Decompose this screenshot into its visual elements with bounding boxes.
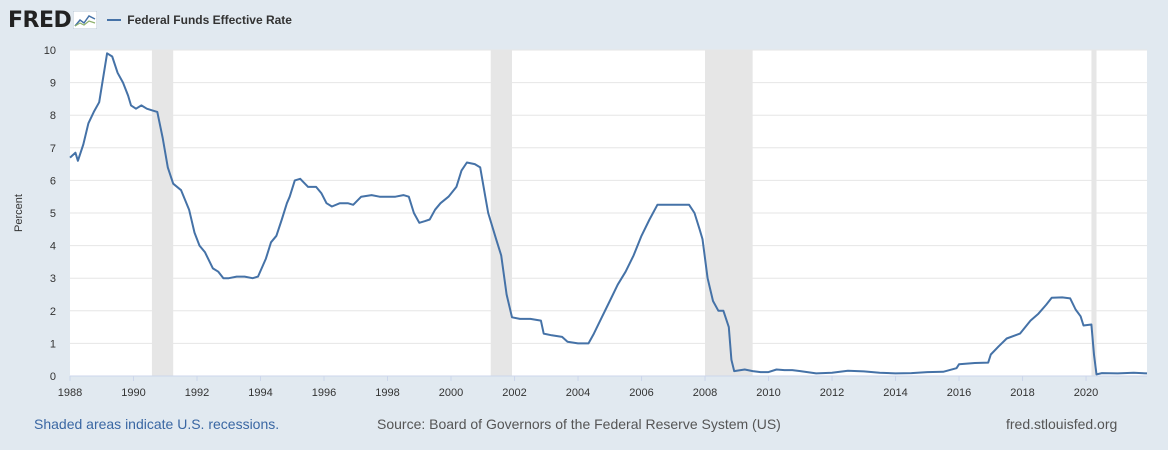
x-tick-label: 2018 [1010, 387, 1034, 399]
series-line-0[interactable] [69, 52, 1148, 376]
x-tick-label: 1990 [121, 387, 145, 399]
chart-header: FRED Federal Funds Effective Rate [8, 6, 292, 34]
gridlines [70, 49, 1147, 344]
source-text: Source: Board of Governors of the Federa… [377, 416, 781, 432]
x-tick-label: 2014 [883, 387, 907, 399]
x-tick-label: 2008 [693, 387, 717, 399]
y-axis-label: Percent [13, 194, 25, 232]
x-tick-label: 1998 [375, 387, 399, 399]
y-tick-label: 9 [50, 78, 56, 90]
y-tick-label: 8 [50, 110, 56, 122]
legend-series-name: Federal Funds Effective Rate [127, 13, 292, 27]
x-tick-label: 2006 [629, 387, 653, 399]
x-tick-label: 2016 [947, 387, 971, 399]
y-tick-label: 5 [50, 208, 56, 220]
x-axis-ticks: 1988 1990 1992 1994 1996 1998 2000 2002 2004 2006… [58, 376, 1098, 399]
trend-chart-icon [73, 11, 98, 29]
x-tick-label: 2020 [1074, 387, 1098, 399]
y-tick-label: 1 [50, 338, 56, 350]
y-tick-label: 0 [50, 371, 56, 383]
x-tick-label: 2012 [820, 387, 844, 399]
y-tick-label: 10 [44, 45, 56, 57]
x-tick-label: 1994 [248, 387, 272, 399]
x-tick-label: 1992 [185, 387, 209, 399]
x-tick-label: 2002 [502, 387, 526, 399]
y-axis-ticks: 0 1 2 3 4 5 6 7 8 9 10 [44, 45, 56, 383]
y-tick-label: 6 [50, 175, 56, 187]
chart[interactable]: 0 1 2 3 4 5 6 7 8 9 10 1988 1990 1992 1994 1996 1998 200… [0, 0, 1168, 410]
y-tick-label: 7 [50, 143, 56, 155]
series-layer [69, 52, 1148, 376]
y-tick-label: 2 [50, 306, 56, 318]
x-tick-label: 2010 [756, 387, 780, 399]
y-tick-label: 3 [50, 273, 56, 285]
legend-swatch [107, 19, 122, 21]
y-tick-label: 4 [50, 241, 56, 253]
x-tick-label: 2004 [566, 387, 590, 399]
site-link[interactable]: fred.stlouisfed.org [1006, 416, 1118, 432]
x-tick-label: 1996 [312, 387, 336, 399]
recession-note[interactable]: Shaded areas indicate U.S. recessions. [34, 416, 280, 432]
chart-legend[interactable]: Federal Funds Effective Rate [107, 13, 292, 27]
x-tick-label: 1988 [58, 387, 82, 399]
x-tick-label: 2000 [439, 387, 463, 399]
fred-logo[interactable]: FRED [8, 7, 72, 33]
